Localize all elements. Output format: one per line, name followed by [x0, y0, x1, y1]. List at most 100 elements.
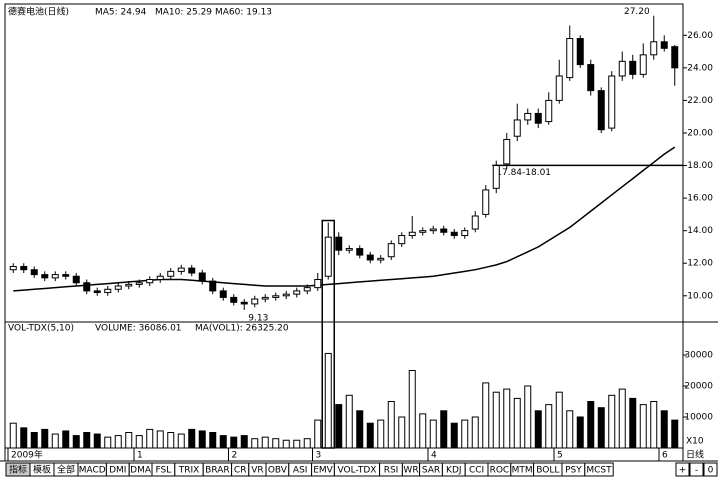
volume-bar	[20, 427, 28, 449]
volume-bar	[356, 410, 364, 449]
tab-label[interactable]: MTM	[512, 466, 533, 476]
tab-label[interactable]: SAR	[422, 466, 440, 476]
volume-bar	[660, 410, 668, 449]
ma-legend: MA10: 25.29	[155, 8, 212, 18]
candle-body	[440, 228, 448, 233]
volume-bar	[314, 419, 322, 449]
tab-label[interactable]: RSI	[384, 466, 399, 476]
candle-body	[650, 41, 658, 56]
tab-label[interactable]: 全部	[57, 464, 75, 476]
volume-bar	[587, 400, 595, 449]
candle-body	[377, 257, 385, 261]
candle-body	[125, 283, 133, 287]
tab-label[interactable]: BOLL	[536, 466, 559, 476]
tab-label[interactable]: DMI	[109, 466, 126, 476]
y-tick-label: 16.00	[687, 194, 713, 204]
volume-bar	[618, 388, 626, 449]
volume-bar	[146, 428, 154, 449]
ma-legend: MA60: 19.13	[215, 8, 272, 18]
volume-bar	[345, 394, 353, 449]
candle-body	[261, 296, 269, 300]
candle-body	[618, 60, 626, 77]
volume-bar	[177, 433, 185, 449]
volume-bar	[429, 419, 437, 449]
tab-label[interactable]: FSL	[156, 466, 172, 476]
candle-body	[429, 228, 437, 232]
volume-bar	[492, 391, 500, 449]
candle-body	[293, 290, 301, 295]
candle-body	[177, 267, 185, 272]
tab-label[interactable]: ROC	[490, 466, 510, 476]
candle-body	[408, 231, 416, 237]
volume-bar	[188, 428, 196, 449]
candle-body	[629, 60, 637, 75]
ma-legend: MA5: 24.94	[95, 8, 147, 18]
y-tick-label: 10.00	[687, 291, 713, 301]
candle-body	[114, 285, 122, 290]
tab-label[interactable]: EMV	[313, 466, 333, 476]
candle-body	[366, 254, 374, 261]
volume-bar	[230, 436, 238, 449]
candle-body	[219, 290, 227, 298]
x-tick-label: 2009年	[11, 449, 43, 461]
candle-body	[387, 243, 395, 258]
tab-label[interactable]: PSY	[565, 466, 582, 476]
volume-bar	[72, 435, 80, 449]
tab-label[interactable]: DMA	[130, 466, 152, 476]
vol-legend: MA(VOL1): 26325.20	[195, 324, 289, 334]
tab-label[interactable]: OBV	[268, 466, 288, 476]
tab-label[interactable]: CCI	[469, 466, 484, 476]
candle-body	[198, 272, 206, 282]
tab-label[interactable]: MACD	[79, 466, 106, 476]
side-button[interactable]	[703, 462, 718, 477]
volume-bar	[419, 413, 427, 449]
volume-bar	[104, 436, 112, 449]
volume-bar	[450, 422, 458, 449]
candle-body	[314, 279, 322, 289]
candle-body	[419, 230, 427, 233]
x-tick-label: 2	[232, 451, 238, 461]
candle-body	[597, 90, 605, 131]
candle-body	[272, 295, 280, 298]
volume-bar	[51, 433, 59, 449]
tab-label[interactable]: 模板	[33, 464, 51, 476]
candle-body	[282, 293, 290, 297]
volume-bar	[513, 397, 521, 449]
candle-body	[534, 112, 542, 124]
candle-body	[251, 298, 259, 305]
tab-label[interactable]: VR	[251, 466, 263, 476]
volume-bar	[324, 352, 332, 449]
volume-bar	[639, 404, 647, 449]
tab[interactable]	[584, 462, 614, 477]
side-button[interactable]	[689, 462, 704, 477]
volume-bar	[461, 419, 469, 449]
candle-body	[104, 288, 112, 294]
x-tick-label: 3	[316, 451, 322, 461]
side-button[interactable]	[675, 462, 690, 477]
tab-label[interactable]: 指标	[9, 464, 27, 476]
x-tick-label: 4	[431, 451, 437, 461]
period-label[interactable]: 日线	[686, 449, 704, 461]
side-button-label[interactable]: 0	[708, 466, 714, 476]
vol-legend: VOLUME: 36086.01	[95, 324, 182, 334]
tab-label[interactable]: WR	[403, 466, 418, 476]
volume-bar	[408, 369, 416, 449]
tab-label[interactable]: BRAR	[205, 466, 229, 476]
tab-label[interactable]: ASI	[293, 466, 308, 476]
candle-body	[324, 236, 332, 277]
tab-label[interactable]: TRIX	[178, 466, 200, 476]
side-button-label[interactable]: -	[695, 466, 698, 476]
candle-body	[492, 165, 500, 189]
candle-body	[72, 275, 80, 284]
tab-label[interactable]: VOL-TDX	[338, 466, 377, 476]
tab-label[interactable]: MCST	[586, 466, 612, 476]
side-button-label[interactable]: +	[679, 466, 687, 476]
candle-body	[513, 119, 521, 137]
candle-body	[146, 279, 154, 284]
volume-bar	[398, 416, 406, 449]
tab-label[interactable]: KDJ	[446, 466, 462, 476]
tab-label[interactable]: CR	[234, 466, 247, 476]
candle-body	[545, 99, 553, 123]
